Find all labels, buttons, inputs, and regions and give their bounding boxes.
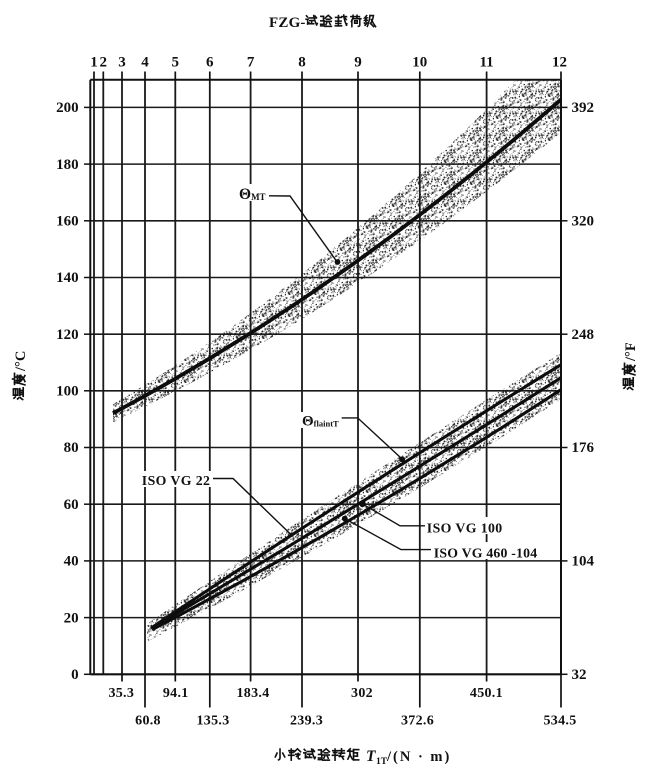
- svg-text:11: 11: [480, 55, 494, 71]
- svg-text:60.8: 60.8: [135, 714, 161, 729]
- svg-text:ISO VG 22: ISO VG 22: [142, 473, 211, 488]
- svg-text:183.4: 183.4: [237, 686, 270, 701]
- svg-text:80: 80: [64, 440, 79, 456]
- svg-text:40: 40: [64, 554, 79, 570]
- svg-text:94.1: 94.1: [163, 686, 189, 701]
- svg-text:104: 104: [572, 554, 595, 570]
- svg-text:0: 0: [71, 667, 79, 683]
- svg-text:372.6: 372.6: [401, 714, 434, 729]
- svg-text:392: 392: [572, 100, 595, 116]
- svg-text:20: 20: [64, 610, 79, 626]
- svg-text:12: 12: [552, 55, 567, 71]
- svg-text:135.3: 135.3: [197, 714, 230, 729]
- svg-text:35.3: 35.3: [108, 686, 134, 701]
- svg-text:3: 3: [118, 55, 126, 71]
- svg-text:/(N · m): /(N · m): [386, 749, 451, 765]
- svg-text:100: 100: [56, 384, 79, 400]
- svg-text:7: 7: [247, 55, 255, 71]
- svg-text:1: 1: [90, 55, 98, 71]
- svg-text:32: 32: [572, 667, 587, 683]
- svg-text:534.5: 534.5: [544, 714, 577, 729]
- svg-text:/°C: /°C: [13, 351, 29, 372]
- svg-text:1T: 1T: [376, 757, 388, 767]
- svg-text:FZG-: FZG-: [269, 15, 306, 31]
- svg-text:120: 120: [56, 327, 79, 343]
- svg-text:ISO VG 100: ISO VG 100: [427, 521, 503, 536]
- svg-text:180: 180: [56, 157, 79, 173]
- svg-text:302: 302: [351, 686, 373, 701]
- svg-text:ISO VG 460 -104: ISO VG 460 -104: [434, 545, 538, 560]
- svg-text:140: 140: [56, 270, 79, 286]
- svg-text:450.1: 450.1: [470, 686, 503, 701]
- svg-text:60: 60: [64, 497, 79, 513]
- svg-text:160: 160: [56, 213, 79, 229]
- svg-text:2: 2: [100, 55, 108, 71]
- svg-text:248: 248: [572, 327, 595, 343]
- svg-text:5: 5: [172, 55, 180, 71]
- svg-text:/°F: /°F: [623, 342, 639, 362]
- svg-text:320: 320: [572, 213, 595, 229]
- svg-text:176: 176: [572, 440, 595, 456]
- svg-text:9: 9: [354, 55, 362, 71]
- svg-text:239.3: 239.3: [290, 714, 323, 729]
- svg-text:6: 6: [206, 55, 214, 71]
- svg-text:4: 4: [141, 55, 149, 71]
- svg-text:T: T: [366, 748, 376, 765]
- svg-text:10: 10: [412, 55, 427, 71]
- svg-text:8: 8: [298, 55, 306, 71]
- svg-text:200: 200: [56, 100, 79, 116]
